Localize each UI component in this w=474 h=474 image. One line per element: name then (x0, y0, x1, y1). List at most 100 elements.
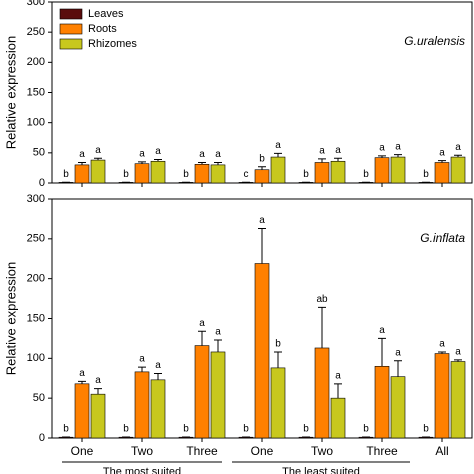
bar (390, 376, 406, 439)
error-bar (94, 157, 102, 161)
error-bar (274, 152, 282, 158)
significance-letter: b (123, 169, 129, 180)
legend-swatch (59, 8, 83, 20)
significance-letter: b (423, 169, 429, 180)
significance-letter: b (243, 424, 249, 435)
bar (194, 163, 210, 184)
x-tick-label: Three (186, 444, 218, 458)
error-bar (394, 360, 402, 377)
significance-letter: ab (316, 294, 328, 305)
significance-letter: a (319, 146, 325, 157)
y-tick-label: 200 (27, 273, 45, 285)
significance-letter: b (363, 424, 369, 435)
significance-letter: b (259, 153, 265, 164)
significance-letter: c (244, 169, 249, 180)
bar (450, 156, 466, 184)
bar (210, 351, 226, 439)
x-tick-label: One (251, 444, 274, 458)
bar (254, 169, 270, 184)
error-bar (258, 227, 266, 264)
error-bar (334, 157, 342, 162)
y-tick-label: 300 (27, 193, 45, 205)
error-bar (258, 166, 266, 170)
significance-letter: a (379, 142, 385, 153)
significance-letter: a (139, 354, 145, 365)
significance-letter: a (199, 318, 205, 329)
bar (434, 162, 450, 184)
error-bar (198, 330, 206, 346)
y-tick-label: 100 (27, 352, 45, 364)
y-tick-label: 0 (39, 432, 45, 444)
bar (150, 379, 166, 439)
error-bar (274, 351, 282, 368)
x-tick-label: All (435, 444, 448, 458)
error-bar (138, 161, 146, 164)
bar (134, 163, 150, 184)
group-label: The least suited (282, 466, 360, 474)
error-bar (334, 383, 342, 399)
bar (330, 397, 346, 439)
bar (134, 371, 150, 439)
error-bar (378, 337, 386, 367)
significance-letter: b (63, 424, 69, 435)
significance-letter: a (155, 146, 161, 157)
significance-letter: a (215, 149, 221, 160)
error-bar (318, 306, 326, 348)
y-axis-label: Relative expression (3, 262, 18, 375)
error-bar (318, 158, 326, 163)
error-bar (214, 339, 222, 352)
error-bar (198, 161, 206, 165)
bar (74, 383, 90, 439)
x-tick-label: One (71, 444, 94, 458)
error-bar (454, 359, 462, 362)
error-bar (154, 372, 162, 380)
significance-letter: a (395, 347, 401, 358)
error-bar (438, 160, 446, 163)
y-tick-label: 150 (27, 86, 45, 98)
bar (374, 157, 390, 184)
significance-letter: a (199, 149, 205, 160)
error-bar (214, 161, 222, 165)
legend-label: Leaves (88, 8, 124, 20)
significance-letter: b (63, 169, 69, 180)
error-bar (154, 158, 162, 162)
significance-letter: a (335, 370, 341, 381)
error-bar (138, 366, 146, 372)
y-tick-label: 300 (27, 0, 45, 8)
significance-letter: a (335, 145, 341, 156)
significance-letter: b (183, 424, 189, 435)
y-tick-label: 100 (27, 117, 45, 129)
legend-swatch (59, 23, 83, 35)
bar (434, 353, 450, 439)
significance-letter: a (395, 141, 401, 152)
legend-swatch (59, 38, 83, 50)
error-bar (78, 380, 86, 384)
bar (90, 159, 106, 184)
x-tick-label: Two (131, 444, 153, 458)
significance-letter: a (139, 149, 145, 160)
bar (314, 347, 330, 439)
y-tick-label: 250 (27, 233, 45, 245)
significance-letter: b (423, 424, 429, 435)
significance-letter: b (303, 169, 309, 180)
annotation: G.inflata (420, 231, 465, 245)
bar (74, 164, 90, 184)
bar (270, 367, 286, 439)
bar (330, 160, 346, 184)
significance-letter: a (439, 339, 445, 350)
significance-letter: b (275, 339, 281, 350)
bar (450, 361, 466, 439)
error-bar (394, 154, 402, 158)
significance-letter: a (95, 375, 101, 386)
y-tick-label: 50 (33, 392, 45, 404)
bar (374, 365, 390, 439)
significance-letter: a (439, 147, 445, 158)
bar (210, 164, 226, 184)
significance-letter: a (379, 325, 385, 336)
annotation: G.uralensis (404, 34, 465, 48)
error-bar (94, 388, 102, 395)
group-label: The most suited (103, 466, 181, 474)
significance-letter: a (79, 149, 85, 160)
significance-letter: a (259, 215, 265, 226)
